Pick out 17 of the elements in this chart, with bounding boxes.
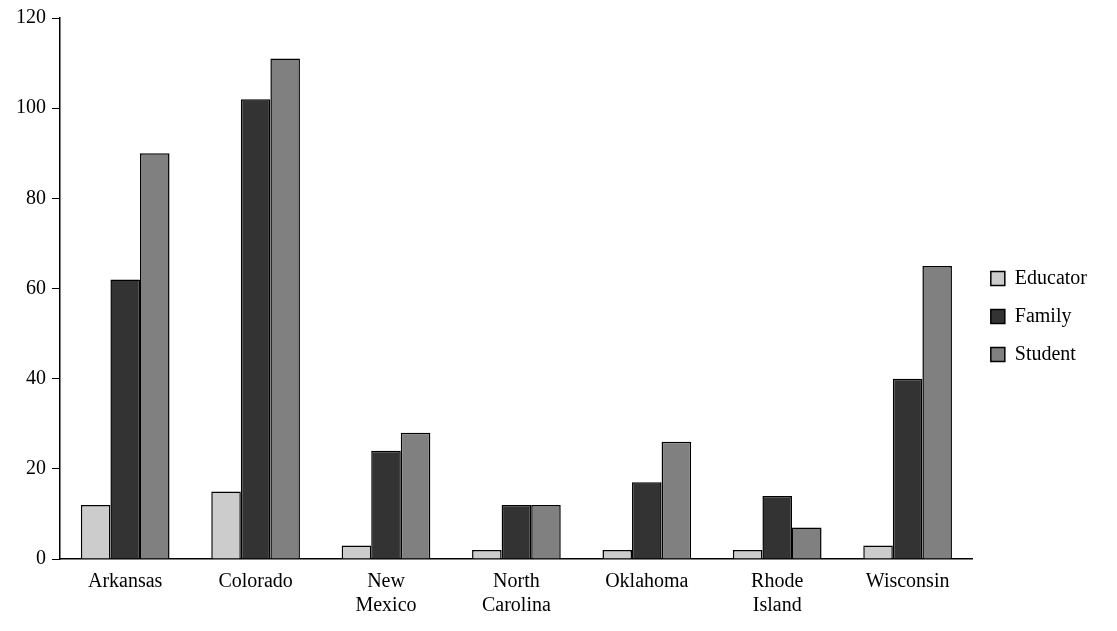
y-tick-label: 0 [36, 546, 46, 569]
x-tick-label: Oklahoma [605, 569, 689, 592]
legend-label: Family [1014, 303, 1072, 327]
legend-label: Student [1014, 341, 1077, 364]
x-tick-label: New Mexico [355, 569, 417, 616]
x-tick-label: Rhode Island [751, 569, 804, 616]
y-tick-label: 100 [16, 95, 46, 118]
y-tick-label: 60 [26, 275, 46, 298]
x-tick-label: Arkansas [87, 569, 163, 592]
x-tick-label: North Carolina [481, 569, 551, 616]
y-tick-label: 80 [26, 185, 46, 208]
y-tick-label: 20 [26, 456, 46, 479]
y-tick-label: 120 [16, 5, 46, 28]
legend-label: Educator [1014, 265, 1088, 288]
x-tick-label: Wisconsin [865, 569, 950, 592]
x-tick-label: Colorado [218, 569, 293, 592]
y-tick-label: 40 [26, 365, 46, 388]
